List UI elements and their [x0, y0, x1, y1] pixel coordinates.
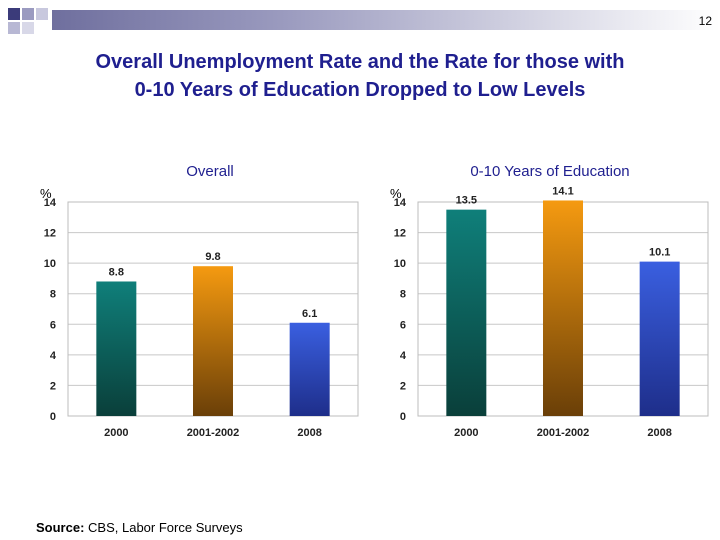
y-tick-label: 2	[50, 380, 56, 392]
y-tick-label: 10	[394, 258, 406, 270]
data-label: 10.1	[649, 247, 670, 259]
bar-2008	[639, 261, 680, 416]
header-stripe	[52, 10, 720, 30]
chart-title-overall: Overall	[186, 163, 234, 180]
data-label: 13.5	[456, 195, 477, 207]
y-tick-label: 0	[50, 411, 56, 423]
slide-title-line-2: 0-10 Years of Education Dropped to Low L…	[134, 79, 586, 101]
header-decoration	[0, 0, 720, 40]
chart-overall: % 0 2 4 6 8 10 12 14 8.8 2000 9.8 2001-2002 6.1 2008	[40, 186, 359, 439]
bar-2008	[289, 322, 330, 416]
source-note: Source: CBS, Labor Force Surveys	[36, 520, 243, 535]
y-tick-label: 0	[400, 411, 406, 423]
x-tick-label: 2001-2002	[187, 427, 240, 439]
decor-square	[22, 22, 34, 34]
x-tick-label: 2000	[454, 427, 478, 439]
data-label: 14.1	[552, 185, 573, 197]
data-label: 8.8	[109, 266, 124, 278]
bar-2000	[96, 281, 137, 416]
x-tick-label: 2001-2002	[537, 427, 590, 439]
y-tick-label: 2	[400, 380, 406, 392]
slide-title: Overall Unemployment Rate and the Rate f…	[0, 48, 720, 104]
bar-2001-2002	[543, 200, 583, 416]
y-tick-label: 14	[44, 197, 57, 209]
decor-square	[8, 8, 20, 20]
chart-title-education: 0-10 Years of Education	[470, 163, 630, 180]
data-label: 9.8	[205, 251, 220, 263]
decor-square	[36, 8, 48, 20]
x-tick-label: 2000	[104, 427, 128, 439]
source-label: Source:	[36, 520, 85, 535]
y-tick-label: 12	[44, 228, 56, 240]
slide-title-line-1: Overall Unemployment Rate and the Rate f…	[95, 51, 625, 73]
bar-2000	[446, 209, 487, 416]
bar-2001-2002	[193, 266, 233, 416]
x-tick-label: 2008	[297, 427, 321, 439]
source-text: CBS, Labor Force Surveys	[88, 520, 243, 535]
y-tick-label: 14	[394, 197, 407, 209]
y-tick-label: 6	[400, 319, 406, 331]
y-tick-label: 12	[394, 228, 406, 240]
y-tick-label: 6	[50, 319, 56, 331]
decor-square	[8, 22, 20, 34]
data-label: 6.1	[302, 308, 317, 320]
y-axis-label: %	[40, 186, 52, 201]
page-number: 12	[698, 14, 712, 28]
y-axis-label: %	[390, 186, 402, 201]
y-tick-label: 4	[400, 350, 407, 362]
y-tick-label: 4	[50, 350, 57, 362]
decor-square	[22, 8, 34, 20]
y-tick-label: 10	[44, 258, 56, 270]
y-tick-label: 8	[50, 289, 56, 301]
x-tick-label: 2008	[647, 427, 671, 439]
chart-education: % 0 2 4 6 8 10 12 14 13.5 2000 14.1 2001-2002 10.1 200…	[390, 185, 709, 439]
y-tick-label: 8	[400, 289, 406, 301]
